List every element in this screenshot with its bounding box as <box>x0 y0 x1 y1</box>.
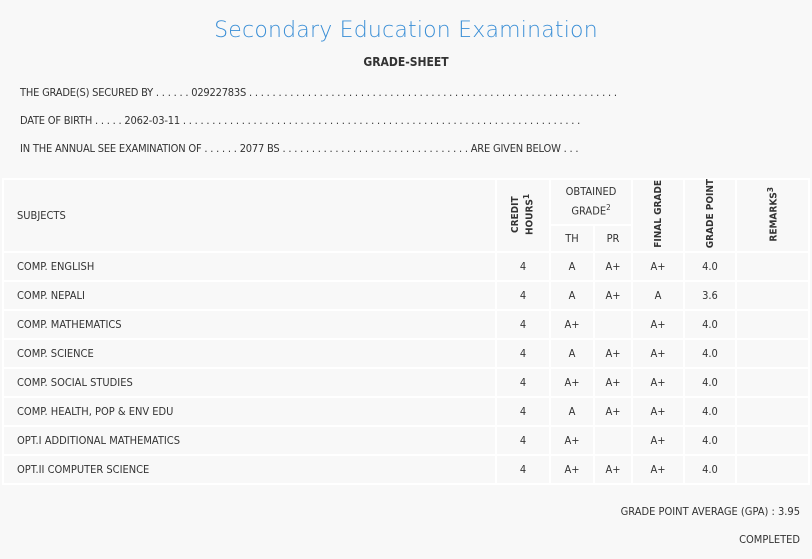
cell-pr: A+ <box>593 367 633 398</box>
header-subjects: SUBJECTS <box>2 178 497 253</box>
cell-subject: OPT.II COMPUTER SCIENCE <box>2 454 497 485</box>
cell-subject: COMP. SOCIAL STUDIES <box>2 367 497 398</box>
gpa-summary: GRADE POINT AVERAGE (GPA) : 3.95 <box>620 505 800 518</box>
header-grade-point: GRADE POINT <box>683 178 737 253</box>
cell-th: A+ <box>549 425 595 456</box>
cell-pr: A+ <box>593 251 633 282</box>
cell-point: 4.0 <box>683 367 737 398</box>
table-row: COMP. NEPALI 4 A A+ A 3.6 <box>2 280 810 311</box>
cell-remarks <box>735 367 810 398</box>
header-th: TH <box>549 224 595 253</box>
cell-subject: COMP. ENGLISH <box>2 251 497 282</box>
cell-th: A+ <box>549 309 595 340</box>
cell-final: A+ <box>631 309 685 340</box>
cell-credit: 4 <box>495 251 551 282</box>
sheet-heading: GRADE-SHEET <box>363 55 449 69</box>
header-credit-hours: CREDIT HOURS1 <box>495 178 551 253</box>
cell-remarks <box>735 425 810 456</box>
page-title: Secondary Education Examination <box>214 18 598 43</box>
cell-remarks <box>735 309 810 340</box>
table-row: OPT.I ADDITIONAL MATHEMATICS 4 A+ A+ 4.0 <box>2 425 810 456</box>
table-row: COMP. SOCIAL STUDIES 4 A+ A+ A+ 4.0 <box>2 367 810 398</box>
cell-final: A+ <box>631 425 685 456</box>
cell-remarks <box>735 396 810 427</box>
cell-point: 4.0 <box>683 338 737 369</box>
cell-remarks <box>735 454 810 485</box>
cell-remarks <box>735 338 810 369</box>
cell-final: A+ <box>631 251 685 282</box>
cell-subject: COMP. SCIENCE <box>2 338 497 369</box>
cell-subject: OPT.I ADDITIONAL MATHEMATICS <box>2 425 497 456</box>
header-remarks: REMARKS3 <box>735 178 810 253</box>
table-row: COMP. ENGLISH 4 A A+ A+ 4.0 <box>2 251 810 282</box>
cell-th: A <box>549 251 595 282</box>
cell-point: 4.0 <box>683 454 737 485</box>
cell-credit: 4 <box>495 338 551 369</box>
cell-pr: A+ <box>593 280 633 311</box>
cell-credit: 4 <box>495 425 551 456</box>
cell-final: A+ <box>631 338 685 369</box>
cell-credit: 4 <box>495 309 551 340</box>
cell-th: A <box>549 338 595 369</box>
cell-credit: 4 <box>495 396 551 427</box>
cell-pr: A+ <box>593 454 633 485</box>
cell-th: A+ <box>549 367 595 398</box>
header-pr: PR <box>593 224 633 253</box>
cell-subject: COMP. MATHEMATICS <box>2 309 497 340</box>
cell-remarks <box>735 251 810 282</box>
cell-point: 4.0 <box>683 425 737 456</box>
cell-subject: COMP. NEPALI <box>2 280 497 311</box>
grades-table: SUBJECTS CREDIT HOURS1 OBTAINED GRADE2 F… <box>2 178 810 485</box>
cell-pr <box>593 309 633 340</box>
cell-final: A+ <box>631 367 685 398</box>
cell-pr <box>593 425 633 456</box>
cell-credit: 4 <box>495 367 551 398</box>
cell-credit: 4 <box>495 280 551 311</box>
cell-credit: 4 <box>495 454 551 485</box>
cell-th: A <box>549 396 595 427</box>
header-final-grade: FINAL GRADE <box>631 178 685 253</box>
cell-th: A <box>549 280 595 311</box>
cell-th: A+ <box>549 454 595 485</box>
cell-point: 4.0 <box>683 396 737 427</box>
cell-final: A+ <box>631 454 685 485</box>
table-row: COMP. SCIENCE 4 A A+ A+ 4.0 <box>2 338 810 369</box>
cell-point: 4.0 <box>683 309 737 340</box>
table-row: COMP. HEALTH, POP & ENV EDU 4 A A+ A+ 4.0 <box>2 396 810 427</box>
cell-point: 3.6 <box>683 280 737 311</box>
cell-point: 4.0 <box>683 251 737 282</box>
exam-line: IN THE ANNUAL SEE EXAMINATION OF . . . .… <box>20 142 579 155</box>
cell-subject: COMP. HEALTH, POP & ENV EDU <box>2 396 497 427</box>
cell-pr: A+ <box>593 338 633 369</box>
cell-final: A+ <box>631 396 685 427</box>
cell-final: A <box>631 280 685 311</box>
cell-remarks <box>735 280 810 311</box>
dob-line: DATE OF BIRTH . . . . . 2062-03-11 . . .… <box>20 114 581 127</box>
table-row: OPT.II COMPUTER SCIENCE 4 A+ A+ A+ 4.0 <box>2 454 810 485</box>
result-status: COMPLETED <box>739 533 800 546</box>
secured-by-line: THE GRADE(S) SECURED BY . . . . . . 0292… <box>20 86 617 99</box>
table-row: COMP. MATHEMATICS 4 A+ A+ 4.0 <box>2 309 810 340</box>
header-obtained-grade: OBTAINED GRADE2 <box>549 178 633 226</box>
cell-pr: A+ <box>593 396 633 427</box>
